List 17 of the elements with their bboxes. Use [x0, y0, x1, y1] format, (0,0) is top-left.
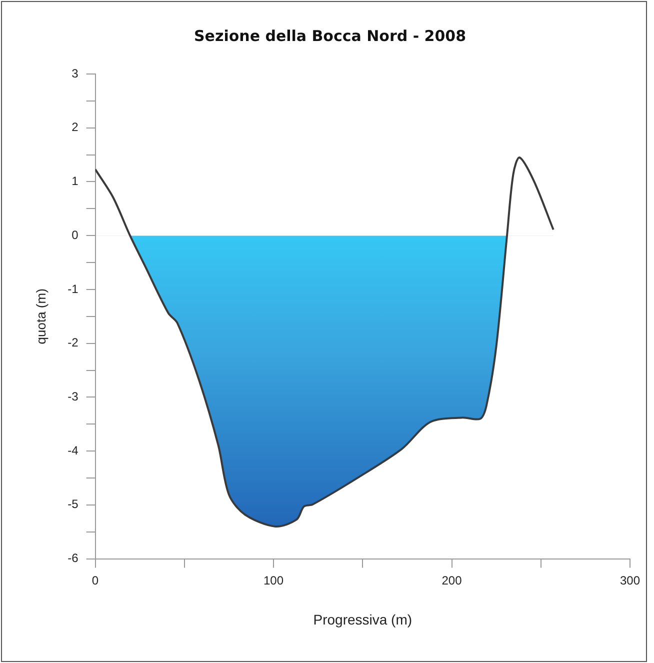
y-axis-title: quota (m) — [33, 288, 48, 344]
y-tick-label: 0 — [72, 228, 79, 242]
y-tick-label: -2 — [68, 336, 79, 350]
x-axis-title: Progressiva (m) — [313, 611, 412, 628]
chart-title: Sezione della Bocca Nord - 2008 — [194, 26, 466, 45]
y-tick-label: -6 — [68, 551, 79, 566]
y-tick-label: 3 — [72, 66, 79, 80]
x-tick-label: 200 — [442, 573, 462, 588]
x-tick-label: 300 — [620, 573, 640, 588]
x-tick-label: 0 — [92, 573, 99, 588]
y-tick-label: -4 — [68, 443, 79, 458]
y-tick-label: 1 — [72, 174, 79, 188]
y-tick-label: 2 — [72, 120, 79, 134]
y-tick-label: -3 — [68, 390, 79, 404]
y-tick-label: -1 — [68, 282, 79, 296]
x-tick-label: 100 — [264, 573, 284, 588]
y-tick-label: -5 — [68, 497, 79, 512]
